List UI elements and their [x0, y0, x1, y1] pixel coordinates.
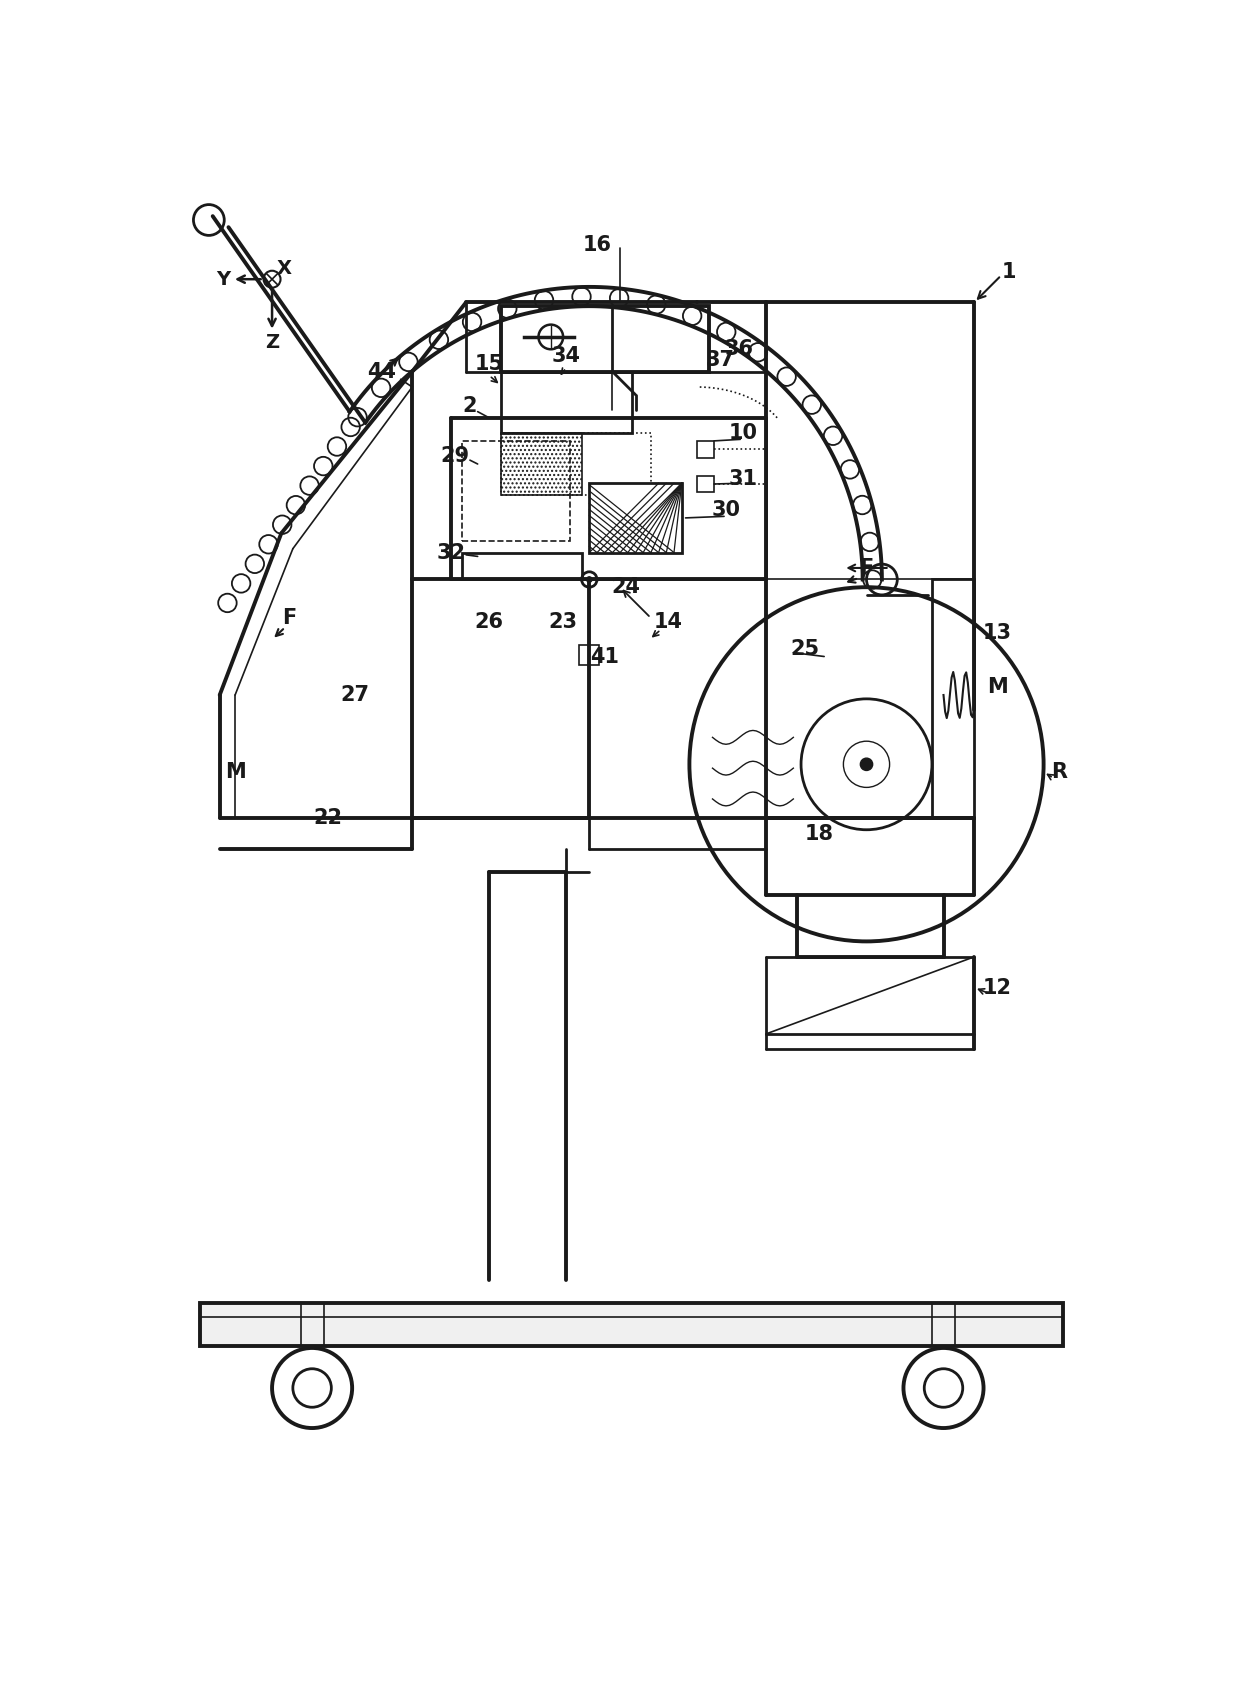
Bar — [932, 580, 975, 819]
Text: 31: 31 — [729, 470, 758, 489]
Circle shape — [587, 576, 591, 583]
Text: 14: 14 — [653, 612, 682, 632]
Text: 16: 16 — [583, 234, 611, 254]
Text: Y: Y — [216, 270, 229, 288]
Text: 12: 12 — [983, 977, 1012, 998]
Bar — [463, 441, 570, 541]
Bar — [201, 1303, 1063, 1346]
Text: 36: 36 — [725, 339, 754, 359]
Text: 23: 23 — [548, 612, 578, 632]
Text: 24: 24 — [611, 578, 641, 596]
Text: 34: 34 — [552, 345, 580, 366]
Text: 26: 26 — [475, 612, 503, 632]
Text: X: X — [277, 259, 291, 278]
Text: 30: 30 — [711, 500, 740, 521]
Text: 2: 2 — [463, 396, 477, 416]
Circle shape — [861, 758, 873, 770]
Text: 18: 18 — [805, 824, 833, 844]
Bar — [589, 484, 682, 553]
Text: 41: 41 — [590, 647, 619, 667]
Bar — [501, 433, 582, 495]
Text: F: F — [281, 608, 296, 629]
Circle shape — [843, 741, 889, 787]
Bar — [501, 433, 651, 495]
Text: 32: 32 — [436, 543, 465, 563]
Text: 10: 10 — [729, 423, 758, 443]
Bar — [463, 553, 582, 580]
Bar — [501, 307, 708, 372]
Text: M: M — [224, 762, 246, 782]
Text: 22: 22 — [312, 809, 342, 829]
Bar — [579, 645, 599, 666]
Text: 13: 13 — [983, 623, 1012, 644]
Bar — [697, 441, 714, 458]
Text: 15: 15 — [475, 354, 503, 374]
Text: M: M — [987, 677, 1008, 698]
Text: 1: 1 — [1002, 261, 1017, 281]
Text: Z: Z — [265, 334, 279, 352]
Text: F: F — [859, 558, 874, 578]
Text: 25: 25 — [790, 639, 820, 659]
Text: R: R — [1052, 762, 1066, 782]
Bar — [697, 475, 714, 492]
Bar — [501, 372, 631, 433]
Text: 44: 44 — [367, 362, 396, 381]
Text: 37: 37 — [706, 350, 734, 371]
Text: 29: 29 — [440, 447, 469, 467]
Text: 27: 27 — [341, 686, 370, 704]
